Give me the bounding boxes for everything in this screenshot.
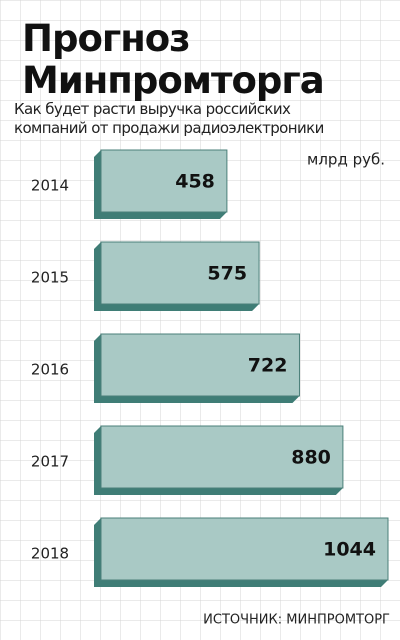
chart-title: Прогноз Минпромторга <box>22 17 325 102</box>
unit-label: млрд руб. <box>307 151 385 169</box>
bar <box>100 517 389 581</box>
value-label: 880 <box>291 447 331 469</box>
y-tick-label: 2015 <box>31 269 69 287</box>
value-label: 458 <box>175 171 215 193</box>
bar <box>100 333 300 397</box>
y-tick-label: 2018 <box>31 545 69 563</box>
y-tick-label: 2016 <box>31 361 69 379</box>
bar <box>100 425 344 489</box>
value-label: 722 <box>248 355 288 377</box>
value-label: 1044 <box>323 539 376 561</box>
source: ИСТОЧНИК: МИНПРОМТОРГ <box>203 613 390 628</box>
y-tick-label: 2017 <box>31 453 69 471</box>
chart-subtitle: Как будет расти выручка российских компа… <box>14 100 324 137</box>
y-tick-label: 2014 <box>31 177 69 195</box>
bar <box>100 149 228 213</box>
value-label: 575 <box>207 263 247 285</box>
bar <box>100 241 260 305</box>
